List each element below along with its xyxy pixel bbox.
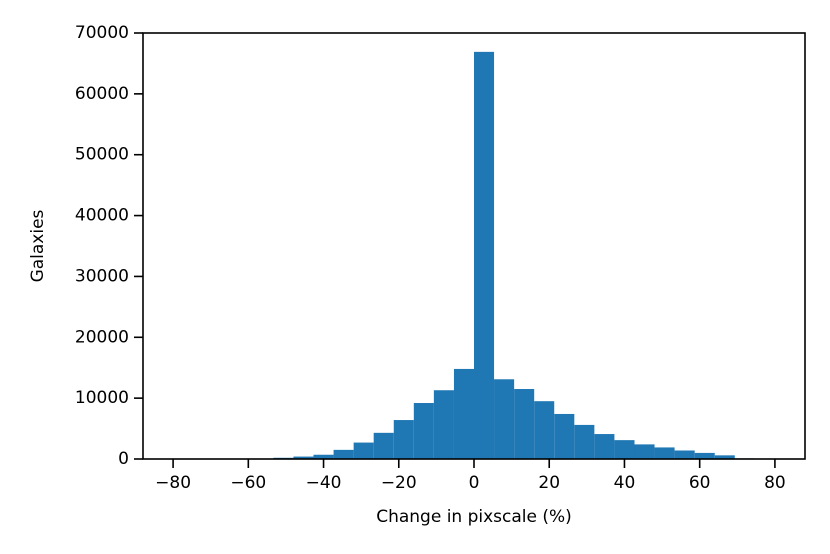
bar [514, 389, 535, 459]
x-tick-label: 80 [764, 473, 786, 493]
bar [453, 368, 474, 459]
bar [554, 413, 575, 459]
bar [433, 390, 454, 459]
y-tick-label: 30000 [75, 266, 129, 286]
x-tick-label: −80 [155, 473, 191, 493]
y-tick-label: 20000 [75, 327, 129, 347]
x-tick-label: 20 [538, 473, 560, 493]
x-tick-label: 0 [469, 473, 480, 493]
y-tick-label: 40000 [75, 206, 129, 226]
x-tick-label: −20 [381, 473, 417, 493]
bar [654, 447, 675, 459]
y-tick-label: 10000 [75, 388, 129, 408]
bar [674, 450, 695, 459]
y-tick-label: 60000 [75, 84, 129, 104]
bar [293, 456, 314, 459]
bar [494, 379, 515, 459]
bar [534, 401, 555, 459]
bar [594, 434, 615, 459]
y-tick-label: 70000 [75, 23, 129, 43]
x-tick-label: 60 [689, 473, 711, 493]
y-axis-label: Galaxies [28, 209, 48, 282]
x-tick-label: −60 [230, 473, 266, 493]
bar [393, 420, 414, 459]
bar [413, 403, 434, 459]
bar [694, 452, 715, 459]
bar [373, 432, 394, 459]
bar [333, 449, 354, 459]
bar [474, 51, 495, 459]
x-axis-label: Change in pixscale (%) [376, 507, 572, 527]
bar [574, 424, 595, 459]
bar [313, 454, 334, 459]
x-tick-label: −40 [306, 473, 342, 493]
bar [353, 442, 374, 459]
x-tick-label: 40 [614, 473, 636, 493]
y-tick-label: 0 [118, 449, 129, 469]
y-tick-label: 50000 [75, 145, 129, 165]
bar [714, 455, 735, 459]
bar [634, 444, 655, 459]
bar [614, 440, 635, 459]
